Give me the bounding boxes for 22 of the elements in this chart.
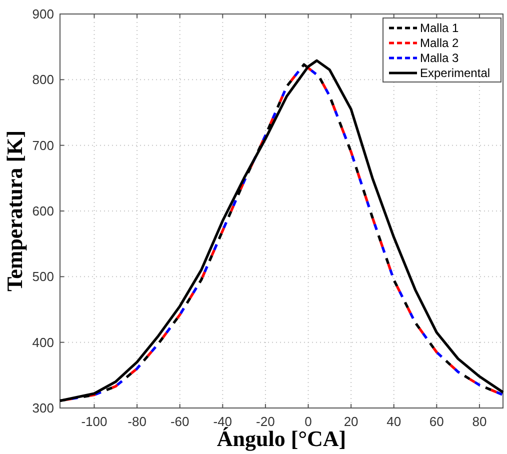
- x-axis-title: Ángulo [°CA]: [216, 426, 346, 451]
- y-tick-label: 300: [32, 400, 54, 416]
- x-tick-label: 80: [472, 414, 487, 429]
- y-tick-label: 700: [32, 138, 54, 153]
- legend-label: Malla 2: [420, 36, 460, 50]
- y-tick-label: 400: [32, 334, 54, 350]
- x-tick-label: 40: [386, 414, 402, 429]
- legend-label: Malla 1: [420, 21, 460, 35]
- x-tick-label: -20: [256, 414, 275, 429]
- x-tick-label: 20: [344, 414, 358, 429]
- y-tick-label: 800: [32, 72, 54, 88]
- legend-label: Experimental: [420, 66, 490, 80]
- x-tick-label: 0: [304, 414, 312, 429]
- x-tick-label: -60: [170, 414, 190, 429]
- y-axis-title: Temperatura [K]: [2, 130, 27, 292]
- y-tick-label: 600: [32, 204, 54, 218]
- x-tick-label: -80: [128, 414, 146, 429]
- y-tick-label: 900: [32, 6, 54, 22]
- x-tick-label: -100: [81, 414, 108, 429]
- legend-label: Malla 3: [420, 51, 460, 65]
- y-tick-label: 500: [32, 269, 54, 284]
- x-tick-label: 60: [429, 414, 444, 429]
